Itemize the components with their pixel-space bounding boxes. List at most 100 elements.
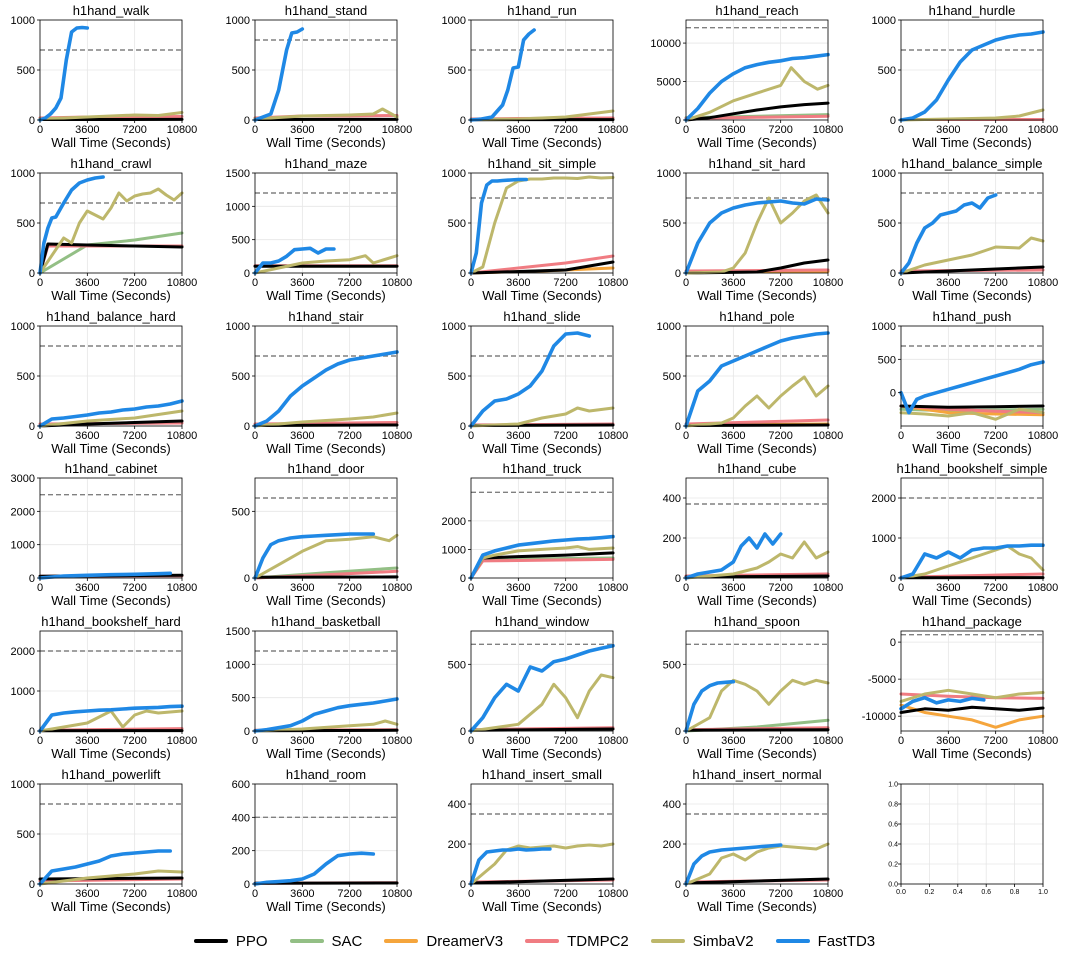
x-tick-label: 10800 <box>813 582 844 594</box>
x-axis-label: Wall Time (Seconds) <box>697 593 816 608</box>
gridlines <box>685 325 829 427</box>
legend-label: SimbaV2 <box>692 932 754 950</box>
y-tick-label: 500 <box>17 371 35 383</box>
y-tick-label: 500 <box>448 659 466 671</box>
x-tick-label: 7200 <box>983 124 1007 136</box>
subplot-h1hand-sit-hard: 0 3600 7200 10800 0 500 1000 h1hand_sit_hard Wal… <box>657 156 844 303</box>
y-tick-label: 1000 <box>11 686 35 698</box>
x-tick-label: 0 <box>37 277 43 289</box>
y-tick-label: -5000 <box>868 674 896 686</box>
x-tick-label: 10800 <box>1028 735 1059 747</box>
y-tick-label: 0 <box>675 573 681 585</box>
series-line-simbav2 <box>684 193 830 275</box>
y-tick-label: 500 <box>17 829 35 841</box>
x-tick-label: 10800 <box>382 124 413 136</box>
x-tick-label: 0 <box>37 888 43 900</box>
series-line-tdmpc2 <box>469 557 615 580</box>
x-axis-label: Wall Time (Seconds) <box>912 288 1031 303</box>
axes-frame <box>254 172 398 274</box>
series-line-simbav2 <box>684 678 830 733</box>
x-tick-label: 0 <box>683 430 689 442</box>
x-axis-label: Wall Time (Seconds) <box>697 135 816 150</box>
series-line-simbav2 <box>899 407 1045 421</box>
series-line-simbav2 <box>899 108 1045 122</box>
y-tick-label: 0 <box>675 115 681 127</box>
y-tick-label: 500 <box>878 354 896 366</box>
y-tick-label: 3000 <box>11 473 35 485</box>
gridlines <box>39 19 183 121</box>
x-tick-label: 7200 <box>122 124 146 136</box>
y-tick-label: 500 <box>17 218 35 230</box>
y-tick-label: 500 <box>232 235 250 247</box>
series-line-simbav2 <box>684 540 830 580</box>
y-tick-label: 0 <box>29 421 35 433</box>
legend-item-dreamerv3: DreamerV3 <box>384 933 503 950</box>
series-line-fasttd3 <box>469 28 536 122</box>
legend-label: TDMPC2 <box>567 932 629 950</box>
gridlines <box>254 478 398 579</box>
series-line-ppo <box>899 265 1045 275</box>
y-tick-label: 1000 <box>442 321 466 333</box>
subplot-h1hand-run: 0 3600 7200 10800 0 500 1000 h1hand_run Wall Tim… <box>442 3 629 150</box>
x-tick-label: 7200 <box>553 277 577 289</box>
subplot-title: h1hand_stand <box>285 3 367 18</box>
series-line-simbav2 <box>899 544 1045 580</box>
x-tick-label: 0.0 <box>896 889 906 896</box>
x-tick-label: 7200 <box>553 430 577 442</box>
x-tick-label: 10800 <box>813 430 844 442</box>
subplot-h1hand-powerlift: 0 3600 7200 10800 0 500 1000 h1hand_powerlift Wa… <box>11 767 198 914</box>
y-tick-label: 5000 <box>657 77 681 89</box>
x-tick-label: 10800 <box>813 735 844 747</box>
x-tick-label: 10800 <box>167 888 198 900</box>
series-line-fasttd3 <box>253 851 376 886</box>
x-tick-label: 0 <box>683 582 689 594</box>
gridlines <box>254 783 398 885</box>
x-tick-label: 7200 <box>768 582 792 594</box>
series-line-simbav2 <box>38 187 184 275</box>
gridlines <box>470 631 614 732</box>
gridlines <box>685 784 829 885</box>
y-tick-label: 0 <box>244 573 250 585</box>
x-tick-label: 10800 <box>598 430 629 442</box>
series-line-fasttd3 <box>38 704 184 733</box>
subplot-h1hand-hurdle: 0 3600 7200 10800 0 500 1000 h1hand_hurdle Wall … <box>872 3 1059 150</box>
x-tick-label: 10800 <box>382 735 413 747</box>
subplot-h1hand-basketball: 0 3600 7200 10800 0 500 1000 1500 h1hand_basketb… <box>226 614 413 761</box>
y-tick-label: 1000 <box>11 15 35 27</box>
gridlines <box>685 478 829 579</box>
series-line-ppo <box>38 876 184 881</box>
axes-frame <box>685 477 829 579</box>
x-tick-label: 0 <box>252 124 258 136</box>
x-tick-label: 0 <box>252 582 258 594</box>
y-tick-label: 200 <box>448 839 466 851</box>
gridlines <box>470 19 614 121</box>
x-tick-label: 7200 <box>553 735 577 747</box>
x-tick-label: 10800 <box>813 124 844 136</box>
y-tick-label: 0 <box>675 268 681 280</box>
x-tick-label: 7200 <box>337 735 361 747</box>
subplot-title: h1hand_spoon <box>714 614 800 629</box>
y-tick-label: 400 <box>663 799 681 811</box>
x-axis-label: Wall Time (Seconds) <box>912 135 1031 150</box>
y-tick-label: 0 <box>244 879 250 891</box>
x-axis-label: Wall Time (Seconds) <box>482 441 601 456</box>
subplot-title: h1hand_balance_simple <box>902 156 1043 171</box>
x-axis-label: Wall Time (Seconds) <box>912 593 1031 608</box>
x-tick-label: 0 <box>252 735 258 747</box>
y-tick-label: 200 <box>663 839 681 851</box>
series-line-simbav2 <box>253 533 399 580</box>
x-tick-label: 7200 <box>337 430 361 442</box>
axes-frame <box>685 783 829 885</box>
series-line-fasttd3 <box>899 543 1045 580</box>
gridlines <box>470 478 614 579</box>
legend-label: PPO <box>235 932 268 950</box>
y-tick-label: 2000 <box>11 646 35 658</box>
y-tick-label: 0 <box>460 573 466 585</box>
y-tick-label: 0 <box>29 726 35 738</box>
gridlines <box>39 477 183 579</box>
x-tick-label: 0 <box>683 277 689 289</box>
legend-swatch <box>289 939 324 943</box>
x-axis-label: Wall Time (Seconds) <box>482 288 601 303</box>
x-tick-label: 10800 <box>598 277 629 289</box>
